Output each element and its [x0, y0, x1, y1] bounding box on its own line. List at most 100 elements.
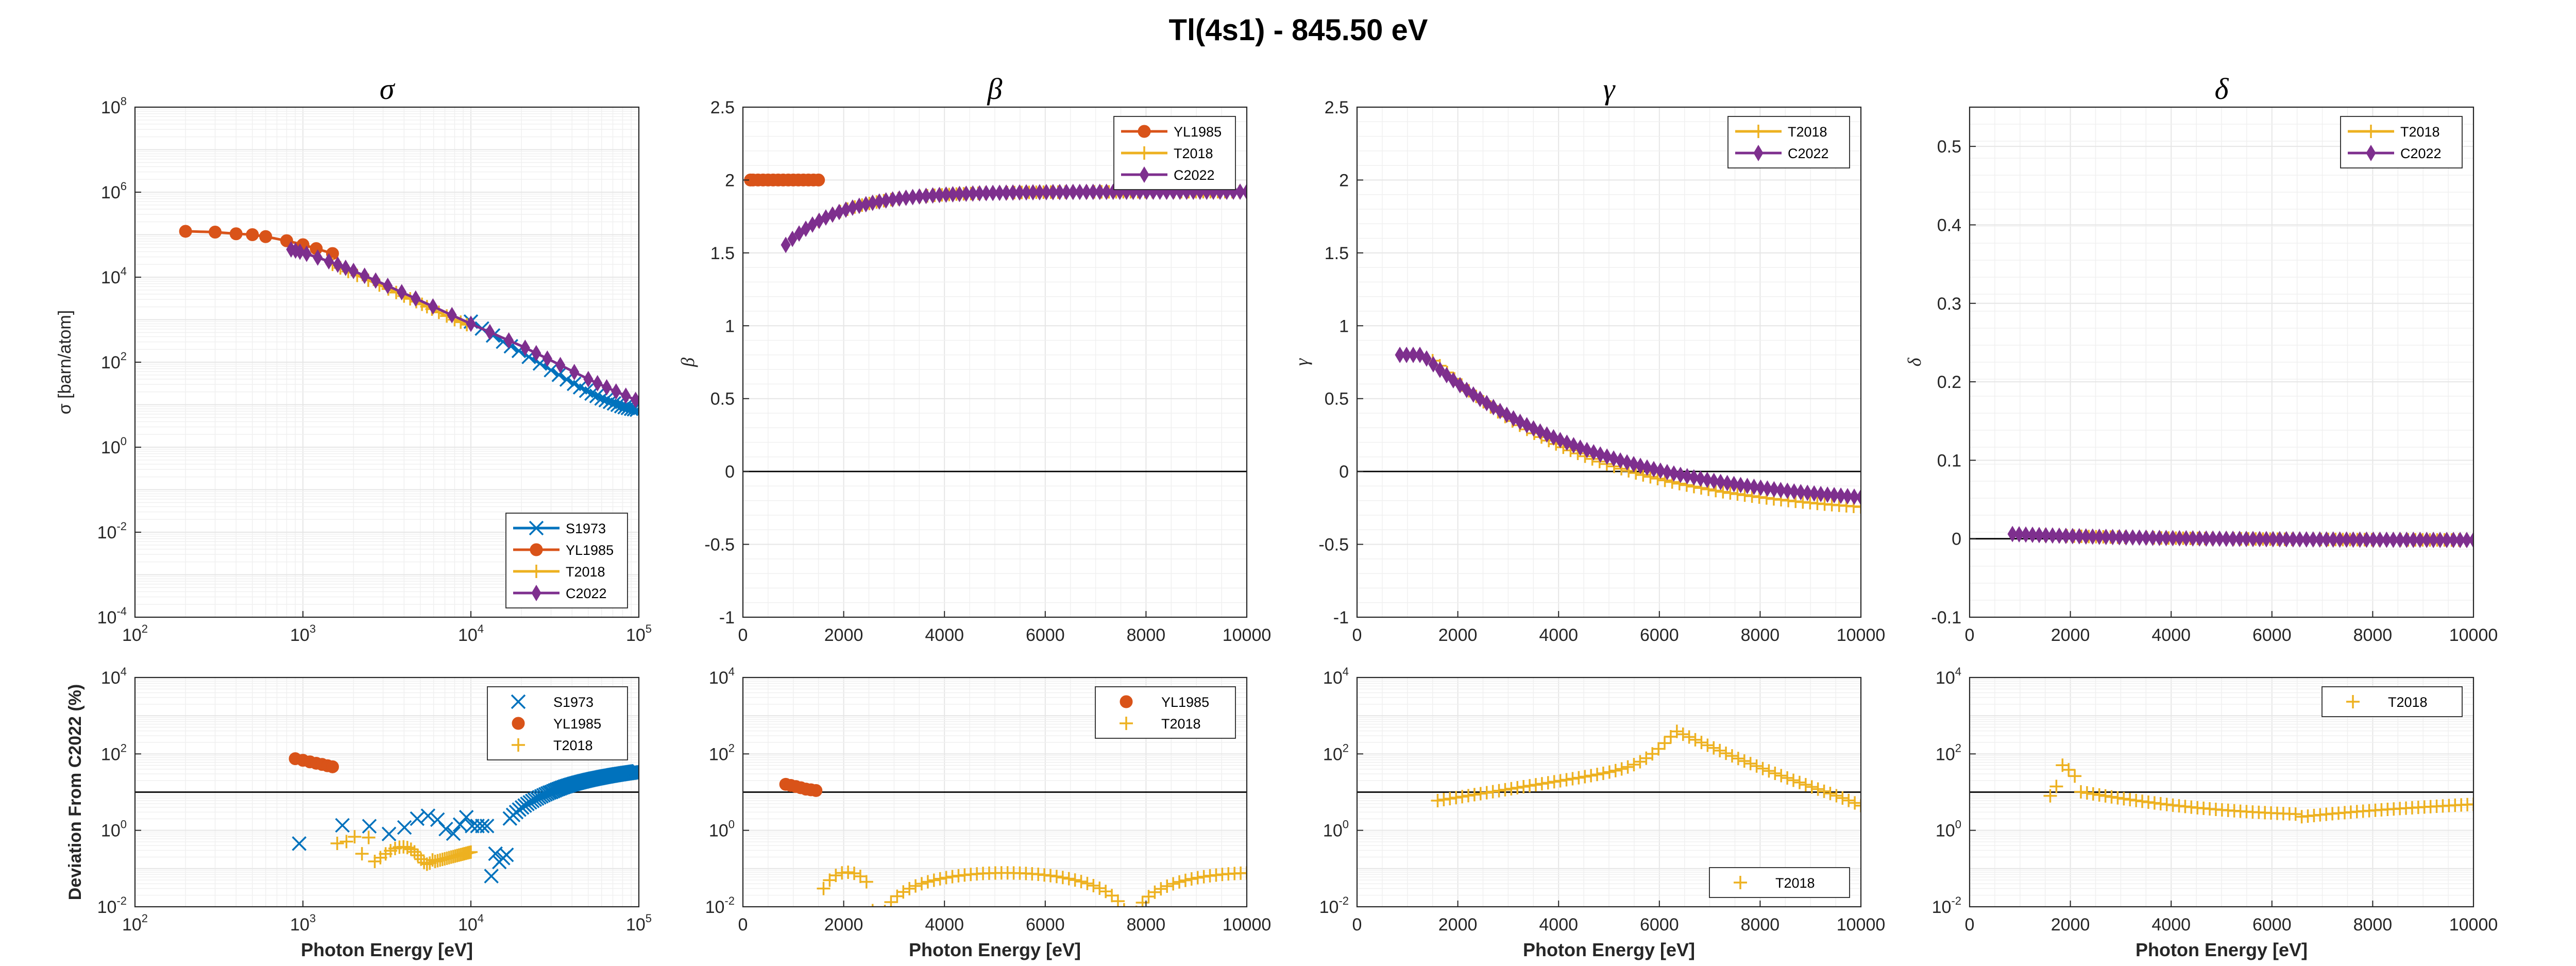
data-point-t2018 [896, 885, 910, 899]
y-tick-base: 10 [1323, 668, 1343, 688]
y-tick-label: 1.5 [1325, 244, 1349, 263]
series-s1973 [292, 764, 639, 884]
x-tick-label: 2000 [2051, 915, 2090, 935]
data-point-t2018 [1707, 741, 1721, 755]
data-point-c2022 [2234, 531, 2245, 547]
y-tick-base: 10 [101, 183, 121, 202]
x-axis-label: Photon Energy [eV] [1523, 939, 1695, 960]
data-point-c2022 [1635, 457, 1646, 474]
data-point-t2018 [1105, 889, 1119, 903]
data-point-s1973 [529, 520, 544, 536]
x-tick-exponent: 3 [310, 912, 316, 925]
data-point-t2018 [903, 882, 917, 895]
data-point-t2018 [853, 869, 867, 883]
data-point-t2018 [1787, 773, 1801, 787]
y-tick-base: 10 [101, 744, 121, 764]
data-point-c2022 [1742, 478, 1753, 495]
data-point-t2018 [1578, 770, 1592, 784]
data-point-c2022 [1014, 184, 1025, 201]
data-point-yl1985 [1138, 125, 1151, 138]
y-tick-label: 104 [1936, 665, 1961, 688]
legend: T2018 [1709, 867, 1850, 898]
y-tick-label: 10-2 [97, 894, 127, 917]
data-point-c2022 [1749, 479, 1759, 495]
data-point-t2018 [1160, 879, 1174, 893]
x-tick-label: 10000 [1837, 915, 1886, 935]
data-point-t2018 [1173, 875, 1187, 889]
data-point-t2018 [1716, 485, 1730, 499]
data-point-c2022 [602, 379, 612, 396]
data-point-c2022 [2321, 531, 2332, 548]
data-point-s1973 [292, 836, 307, 851]
data-point-t2018 [1511, 781, 1524, 794]
y-axis-label: β [677, 358, 698, 367]
data-point-c2022 [542, 350, 552, 367]
data-point-s1973 [410, 811, 425, 826]
data-point-t2018 [2049, 779, 2063, 793]
data-point-t2018 [939, 871, 953, 885]
data-point-yl1985 [1120, 695, 1133, 708]
data-point-t2018 [1752, 125, 1765, 138]
data-point-c2022 [382, 277, 393, 294]
y-tick-base: 10 [101, 438, 121, 457]
data-point-s1973 [544, 363, 558, 378]
series-yl1985 [289, 752, 339, 773]
data-point-c2022 [1575, 439, 1585, 456]
y-tick-label: 108 [101, 95, 127, 117]
data-point-t2018 [1443, 792, 1457, 806]
x-tick-base: 10 [122, 915, 142, 935]
data-point-t2018 [1486, 785, 1500, 799]
data-point-t2018 [1723, 486, 1737, 500]
chart-dev-gamma: 0 2000 4000 6000 8000 1000010-2100102104Photo… [1319, 665, 1886, 960]
data-point-c2022 [592, 375, 603, 392]
data-point-c2022 [2328, 531, 2338, 548]
data-point-c2022 [1669, 465, 1679, 482]
data-point-t2018 [1553, 774, 1567, 788]
x-tick-label: 0 [738, 625, 748, 645]
y-tick-exponent: 4 [1343, 665, 1349, 678]
x-tick-label: 103 [290, 622, 316, 645]
x-tick-label: 104 [458, 622, 484, 645]
data-point-t2018 [1455, 790, 1469, 804]
data-point-c2022 [1735, 477, 1746, 494]
data-point-c2022 [2061, 528, 2071, 545]
data-point-t2018 [859, 875, 873, 889]
data-point-t2018 [871, 904, 874, 907]
y-tick-exponent: 2 [1343, 741, 1349, 754]
data-point-s1973 [335, 818, 350, 833]
x-tick-label: 2000 [2051, 625, 2090, 645]
plot-area [2043, 758, 2473, 824]
data-point-c2022 [1829, 487, 1839, 504]
data-point-s1973 [511, 694, 526, 709]
x-tick-label: 0 [1352, 625, 1362, 645]
data-point-c2022 [520, 340, 530, 357]
data-point-c2022 [2208, 530, 2218, 547]
y-tick-base: 10 [101, 353, 121, 372]
y-tick-label: 0.4 [1937, 215, 1961, 235]
x-tick-label: 10000 [2449, 625, 2498, 645]
y-tick-base: 10 [709, 744, 728, 764]
data-point-c2022 [1095, 183, 1105, 200]
legend: T2018 C2022 [2340, 116, 2463, 168]
data-point-c2022 [2342, 531, 2352, 548]
legend-label: YL1985 [566, 543, 614, 558]
x-tick-label: 6000 [1640, 625, 1679, 645]
data-point-t2018 [1080, 876, 1094, 890]
data-point-t2018 [1523, 779, 1537, 793]
data-point-c2022 [974, 185, 985, 202]
data-point-s1973 [362, 819, 377, 834]
legend-label: T2018 [1775, 875, 1815, 891]
y-tick-base: 10 [101, 668, 121, 688]
data-point-c2022 [1782, 482, 1792, 499]
data-point-c2022 [1395, 346, 1405, 363]
y-tick-exponent: 2 [1955, 741, 1961, 754]
data-point-c2022 [1649, 461, 1659, 478]
data-point-c2022 [2435, 532, 2445, 548]
panel-title: β [987, 72, 1003, 106]
x-tick-label: 6000 [2252, 625, 2292, 645]
data-point-c2022 [447, 307, 457, 324]
data-point-c2022 [397, 284, 407, 301]
data-point-c2022 [1001, 184, 1011, 201]
legend-label: C2022 [2400, 146, 2442, 161]
series-yl1985 [744, 173, 825, 187]
